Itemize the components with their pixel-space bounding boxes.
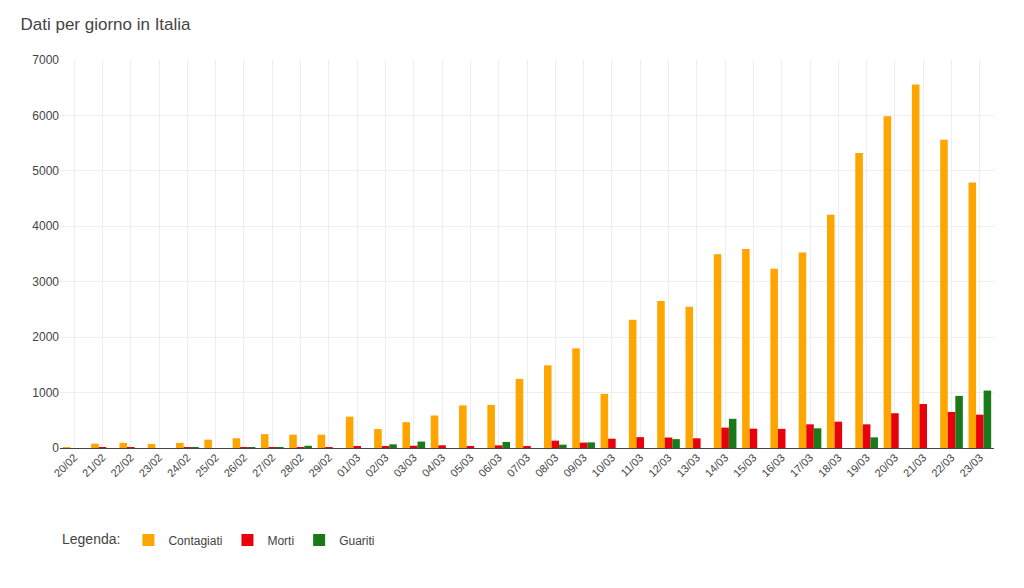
svg-text:22/02: 22/02 <box>108 451 136 479</box>
svg-text:1000: 1000 <box>32 386 59 400</box>
svg-text:20/02: 20/02 <box>52 451 80 479</box>
svg-text:7000: 7000 <box>32 53 59 67</box>
svg-text:08/03: 08/03 <box>533 451 561 479</box>
svg-text:0: 0 <box>52 441 59 455</box>
svg-text:17/03: 17/03 <box>787 451 815 479</box>
svg-text:10/03: 10/03 <box>589 451 617 479</box>
svg-text:19/03: 19/03 <box>844 451 872 479</box>
svg-text:14/03: 14/03 <box>702 451 730 479</box>
svg-text:23/02: 23/02 <box>136 451 164 479</box>
svg-text:07/03: 07/03 <box>504 451 532 479</box>
svg-text:16/03: 16/03 <box>759 451 787 479</box>
svg-text:12/03: 12/03 <box>646 451 674 479</box>
svg-text:03/03: 03/03 <box>391 451 419 479</box>
svg-text:23/03: 23/03 <box>957 451 985 479</box>
svg-text:2000: 2000 <box>32 330 59 344</box>
svg-text:27/02: 27/02 <box>250 451 278 479</box>
svg-text:6000: 6000 <box>32 109 59 123</box>
svg-text:Dati per giorno in Italia: Dati per giorno in Italia <box>20 15 191 34</box>
svg-text:5000: 5000 <box>32 164 59 178</box>
svg-text:05/03: 05/03 <box>448 451 476 479</box>
svg-text:04/03: 04/03 <box>419 451 447 479</box>
svg-text:21/03: 21/03 <box>901 451 929 479</box>
svg-text:22/03: 22/03 <box>929 451 957 479</box>
svg-text:26/02: 26/02 <box>221 451 249 479</box>
svg-text:25/02: 25/02 <box>193 451 221 479</box>
svg-text:13/03: 13/03 <box>674 451 702 479</box>
svg-text:02/03: 02/03 <box>363 451 391 479</box>
svg-text:Contagiati: Contagiati <box>168 534 222 548</box>
svg-text:Legenda:: Legenda: <box>62 531 120 547</box>
svg-text:06/03: 06/03 <box>476 451 504 479</box>
svg-text:Guariti: Guariti <box>339 534 374 548</box>
svg-text:28/02: 28/02 <box>278 451 306 479</box>
svg-text:15/03: 15/03 <box>731 451 759 479</box>
svg-text:Morti: Morti <box>267 534 294 548</box>
svg-text:21/02: 21/02 <box>80 451 108 479</box>
svg-text:09/03: 09/03 <box>561 451 589 479</box>
svg-text:3000: 3000 <box>32 275 59 289</box>
svg-text:11/03: 11/03 <box>618 451 645 478</box>
svg-text:01/03: 01/03 <box>335 451 363 479</box>
svg-text:24/02: 24/02 <box>165 451 193 479</box>
svg-text:4000: 4000 <box>32 219 59 233</box>
svg-text:29/02: 29/02 <box>306 451 334 479</box>
svg-text:20/03: 20/03 <box>872 451 900 479</box>
svg-text:18/03: 18/03 <box>816 451 844 479</box>
